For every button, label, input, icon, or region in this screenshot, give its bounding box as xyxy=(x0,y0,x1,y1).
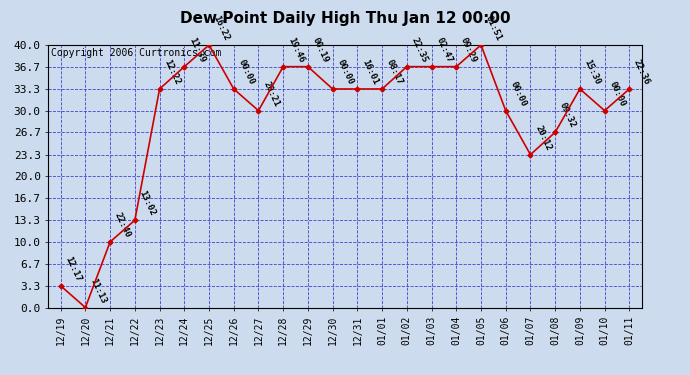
Text: 22:35: 22:35 xyxy=(410,36,429,64)
Text: 16:01: 16:01 xyxy=(360,58,380,86)
Text: Dew Point Daily High Thu Jan 12 00:00: Dew Point Daily High Thu Jan 12 00:00 xyxy=(179,11,511,26)
Text: 02:47: 02:47 xyxy=(434,36,454,64)
Text: 11:13: 11:13 xyxy=(88,276,108,305)
Text: 00:19: 00:19 xyxy=(310,36,331,64)
Text: 12:22: 12:22 xyxy=(162,58,182,86)
Text: 00:00: 00:00 xyxy=(509,80,528,108)
Text: 22:36: 22:36 xyxy=(632,58,651,86)
Text: 00:00: 00:00 xyxy=(607,80,627,108)
Text: 00:00: 00:00 xyxy=(335,58,355,86)
Text: Copyright 2006 Curtronics.com: Copyright 2006 Curtronics.com xyxy=(51,48,221,58)
Text: 08:17: 08:17 xyxy=(385,58,404,86)
Text: 15:30: 15:30 xyxy=(582,58,602,86)
Text: 20:12: 20:12 xyxy=(533,124,553,152)
Text: 11:39: 11:39 xyxy=(187,36,206,64)
Text: 12:17: 12:17 xyxy=(63,255,83,283)
Text: 01:51: 01:51 xyxy=(484,14,503,42)
Text: 13:02: 13:02 xyxy=(137,189,157,217)
Text: 09:29: 09:29 xyxy=(459,36,479,64)
Text: 20:21: 20:21 xyxy=(262,80,281,108)
Text: 22:40: 22:40 xyxy=(113,211,132,239)
Text: 19:46: 19:46 xyxy=(286,36,306,64)
Text: 09:32: 09:32 xyxy=(558,101,578,129)
Text: 16:22: 16:22 xyxy=(212,14,231,42)
Text: 00:00: 00:00 xyxy=(237,58,256,86)
